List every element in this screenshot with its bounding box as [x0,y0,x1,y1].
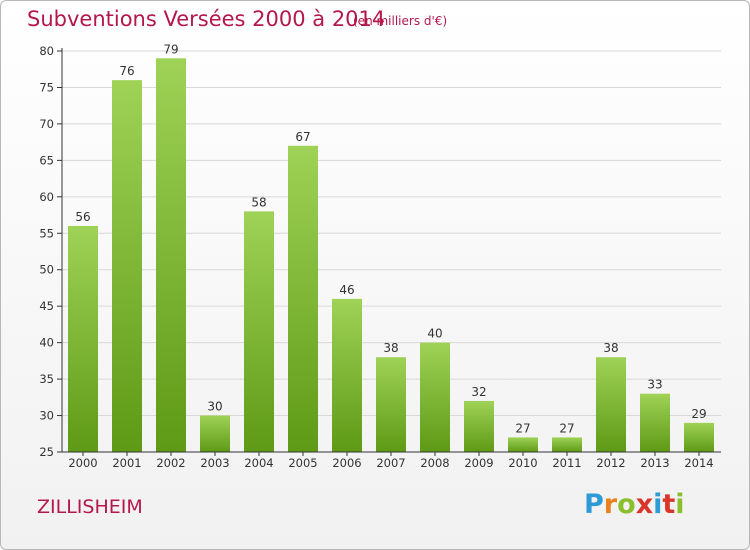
x-tick-label: 2011 [552,456,581,470]
data-label-2011: 27 [559,421,574,435]
bar-2001 [112,80,142,452]
data-label-2008: 40 [427,327,442,341]
bar-2008 [420,342,450,452]
data-label-2001: 76 [119,64,134,78]
bar-2012 [596,357,626,452]
bar-2011 [552,437,582,452]
axes [57,48,721,456]
y-tick-label: 70 [39,117,54,131]
data-label-2012: 38 [603,341,618,355]
y-tick-label: 55 [39,226,54,240]
x-tick-label: 2012 [596,456,625,470]
y-tick-label: 30 [39,409,54,423]
bar-2005 [288,145,318,453]
bar-2000 [68,225,98,452]
x-tick-label: 2013 [640,456,669,470]
y-tick-label: 25 [39,445,54,459]
bar-2002 [156,58,186,453]
x-tick-label: 2002 [156,456,185,470]
data-label-2004: 58 [251,195,266,209]
y-tick-label: 35 [39,372,54,386]
chart-unit-note: (en milliers d'€) [353,14,448,28]
logo-letter: r [603,489,618,520]
logo-letter: i [675,489,685,520]
labels: 25 30 35 40 45 50 55 60 65 70 75 80 56 2000 76 2001 79 20… [39,42,713,470]
bar-2009 [464,400,494,452]
logo-letter: o [617,489,636,520]
data-label-2005: 67 [295,130,310,144]
x-tick-label: 2001 [112,456,141,470]
bar-2010 [508,437,538,452]
x-tick-label: 2014 [684,456,713,470]
x-tick-label: 2007 [376,456,405,470]
logo-letter: x [635,489,654,520]
data-label-2006: 46 [339,283,354,297]
y-tick-label: 40 [39,336,54,350]
x-tick-label: 2006 [332,456,361,470]
x-tick-label: 2008 [420,456,449,470]
x-tick-label: 2004 [244,456,273,470]
y-tick-label: 75 [39,80,54,94]
bar-2004 [244,211,274,452]
y-tick-label: 50 [39,263,54,277]
logo-letter: t [662,489,676,520]
x-tick-label: 2000 [68,456,97,470]
bar-2007 [376,357,406,452]
town-name: ZILLISHEIM [37,496,143,518]
y-tick-label: 80 [39,44,54,58]
data-label-2009: 32 [471,385,486,399]
data-label-2002: 79 [163,42,178,56]
proxiti-logo: Proxiti [584,489,685,520]
data-label-2010: 27 [515,421,530,435]
logo-letter: i [653,489,663,520]
bar-2006 [332,298,362,452]
data-label-2003: 30 [207,400,222,414]
bar-2003 [200,415,230,452]
x-tick-label: 2010 [508,456,537,470]
x-tick-label: 2005 [288,456,317,470]
data-label-2007: 38 [383,341,398,355]
data-label-2013: 33 [647,378,662,392]
x-tick-label: 2003 [200,456,229,470]
data-label-2000: 56 [75,210,90,224]
x-tick-label: 2009 [464,456,493,470]
bar-2014 [684,422,714,452]
logo-letter: P [584,489,604,520]
bar-2013 [640,393,670,452]
data-label-2014: 29 [691,407,706,421]
bars [68,58,714,453]
y-tick-label: 60 [39,190,54,204]
y-tick-label: 45 [39,299,54,313]
y-tick-label: 65 [39,153,54,167]
chart-title: Subventions Versées 2000 à 2014 [27,7,386,31]
